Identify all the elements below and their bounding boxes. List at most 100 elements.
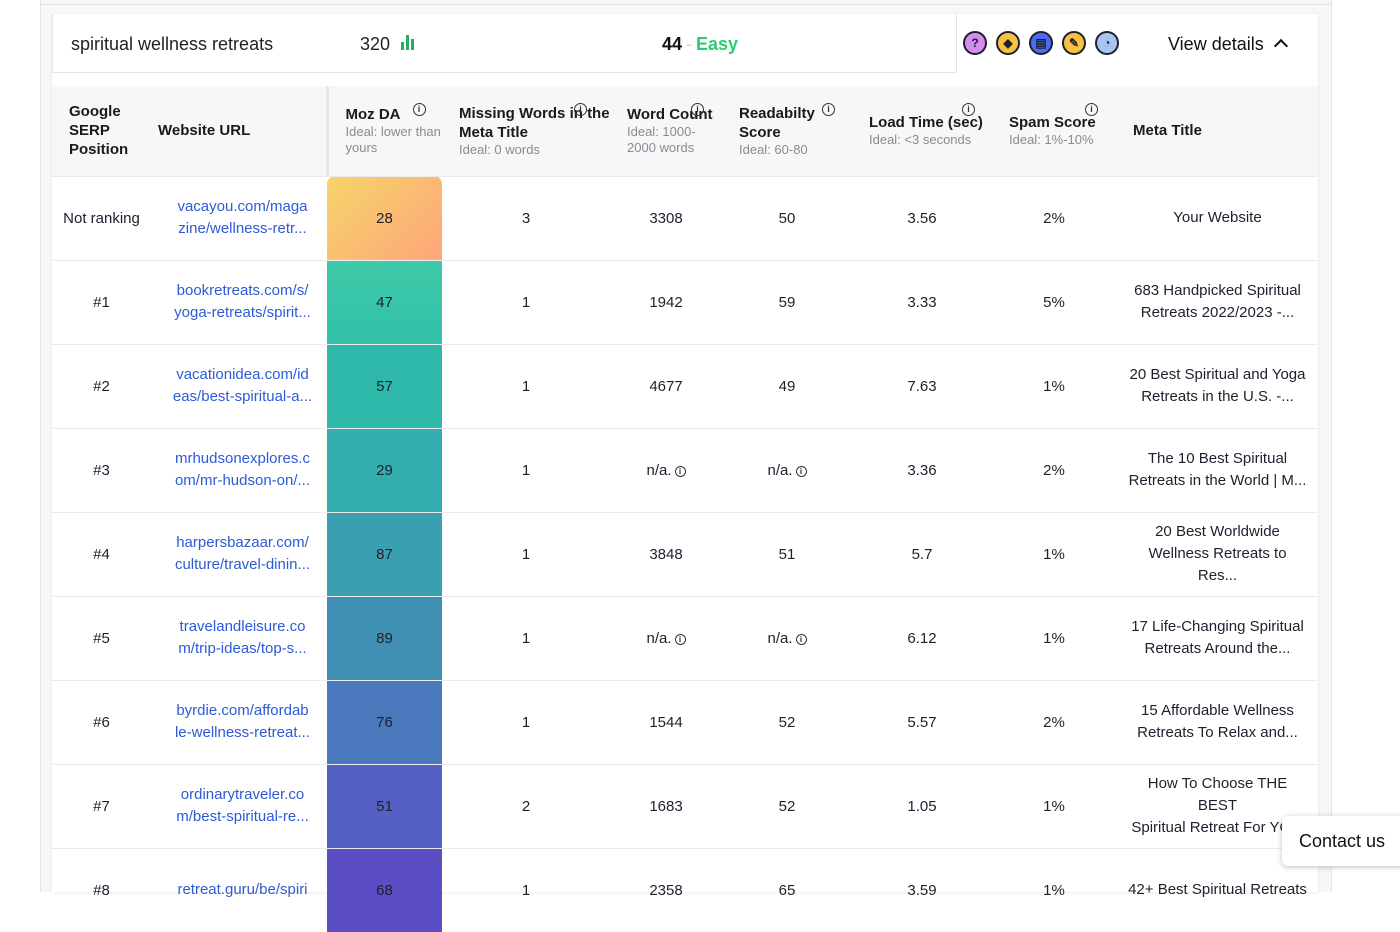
spam-score-value: 1%: [992, 763, 1116, 848]
difficulty-label: Easy: [696, 34, 739, 54]
spam-score-value: 1%: [992, 343, 1116, 428]
speed-gauge-icon[interactable]: ◔: [1095, 31, 1119, 55]
info-icon[interactable]: i: [674, 633, 686, 645]
website-url: byrdie.com/affordab le-wellness-retreat..…: [141, 679, 327, 764]
url-link[interactable]: mrhudsonexplores.c om/mr-hudson-on/...: [174, 450, 311, 489]
info-icon[interactable]: i: [574, 103, 587, 116]
missing-words-value: 1: [442, 511, 610, 596]
contact-us-button[interactable]: Contact us: [1282, 816, 1400, 866]
view-details-button[interactable]: View details: [1168, 34, 1288, 55]
readability-value: 59: [722, 259, 852, 344]
col-readability: Readabilty Score i Ideal: 60-80: [722, 86, 852, 176]
col-moz-da: Moz DA i Ideal: lower than yours: [327, 86, 442, 176]
search-volume: 320: [360, 34, 391, 54]
url-link[interactable]: vacayou.com/maga zine/wellness-retr...: [177, 198, 308, 237]
spam-score-value: 1%: [992, 511, 1116, 596]
info-icon[interactable]: i: [795, 633, 807, 645]
url-link[interactable]: harpersbazaar.com/culture/travel-dinin..…: [174, 534, 311, 573]
info-icon[interactable]: i: [1085, 103, 1098, 116]
word-count-value: 1942: [610, 259, 722, 344]
spam-score-value: 1%: [992, 847, 1116, 932]
serp-position: Not ranking: [52, 175, 141, 260]
word-count-value: n/a. i: [610, 595, 722, 680]
url-link[interactable]: bookretreats.com/s/yoga-retreats/spirit.…: [174, 282, 311, 321]
url-link[interactable]: retreat.guru/be/spiri: [177, 881, 308, 899]
website-url: vacayou.com/maga zine/wellness-retr...: [141, 175, 327, 260]
serp-position: #8: [52, 847, 141, 932]
load-time-value: 6.12: [852, 595, 992, 680]
meta-title-value: 20 Best Spiritual and Yoga Retreats in th…: [1116, 343, 1318, 428]
table-row: #1 bookretreats.com/s/yoga-retreats/spiri…: [52, 259, 1318, 344]
readability-value: 51: [722, 511, 852, 596]
missing-words-value: 1: [442, 847, 610, 932]
moz-da-value: 51: [327, 763, 442, 848]
moz-da-value: 89: [327, 595, 442, 680]
serp-position: #5: [52, 595, 141, 680]
table-row: #5 travelandleisure.co m/trip-ideas/top-s.…: [52, 595, 1318, 680]
readability-value: n/a. i: [722, 595, 852, 680]
question-icon[interactable]: ?: [963, 31, 987, 55]
info-icon[interactable]: i: [674, 465, 686, 477]
readability-value: 49: [722, 343, 852, 428]
col-meta-title: Meta Title: [1116, 86, 1318, 176]
word-count-value: 4677: [610, 343, 722, 428]
missing-words-value: 3: [442, 175, 610, 260]
serp-position: #1: [52, 259, 141, 344]
table-row: #6 byrdie.com/affordab le-wellness-retreat…: [52, 679, 1318, 764]
moz-da-value: 28: [327, 175, 442, 260]
keyword-summary-row: spiritual wellness retreats 320 44- Easy …: [52, 14, 1318, 74]
table-row: #7 ordinarytraveler.co m/best-spiritual-re…: [52, 763, 1318, 848]
missing-words-value: 2: [442, 763, 610, 848]
table-header: Google SERP Position Website URL Moz DA …: [52, 86, 1318, 176]
readability-value: 65: [722, 847, 852, 932]
moz-da-value: 47: [327, 259, 442, 344]
spam-score-value: 5%: [992, 259, 1116, 344]
document-alert-icon[interactable]: ▤: [1029, 31, 1053, 55]
load-time-value: 1.05: [852, 763, 992, 848]
col-url: Website URL: [141, 86, 329, 176]
readability-value: 52: [722, 679, 852, 764]
word-count-value: 2358: [610, 847, 722, 932]
load-time-value: 5.57: [852, 679, 992, 764]
meta-title-value: 15 Affordable Wellness Retreats To Relax …: [1116, 679, 1318, 764]
table-row: #8 retreat.guru/be/spiri 68 1 2358 65 3.59 1% 42…: [52, 847, 1318, 932]
url-link[interactable]: byrdie.com/affordab le-wellness-retreat..…: [174, 702, 311, 741]
keyword-text: spiritual wellness retreats: [71, 34, 274, 54]
readability-value: 52: [722, 763, 852, 848]
load-time-value: 7.63: [852, 343, 992, 428]
moz-da-value: 29: [327, 427, 442, 512]
serp-position: #4: [52, 511, 141, 596]
info-icon[interactable]: i: [795, 465, 807, 477]
info-icon[interactable]: i: [962, 103, 975, 116]
col-missing-words: Missing Words in the Meta Title i Ideal:…: [442, 86, 610, 176]
missing-words-value: 1: [442, 259, 610, 344]
diamond-sign-icon[interactable]: ◆: [996, 31, 1020, 55]
spam-score-value: 2%: [992, 679, 1116, 764]
load-time-value: 3.59: [852, 847, 992, 932]
missing-words-value: 1: [442, 427, 610, 512]
url-link[interactable]: vacationidea.com/id eas/best-spiritual-a.…: [172, 366, 313, 405]
info-icon[interactable]: i: [691, 103, 704, 116]
info-icon[interactable]: i: [412, 103, 426, 116]
spam-score-value: 1%: [992, 595, 1116, 680]
serp-position: #6: [52, 679, 141, 764]
col-spam-score: Spam Score i Ideal: 1%-10%: [992, 86, 1116, 176]
moz-da-value: 76: [327, 679, 442, 764]
word-count-value: 1544: [610, 679, 722, 764]
url-link[interactable]: ordinarytraveler.co m/best-spiritual-re..…: [176, 786, 309, 825]
website-url: ordinarytraveler.co m/best-spiritual-re..…: [141, 763, 327, 848]
keyword-box: spiritual wellness retreats 320 44- Easy: [52, 14, 957, 73]
info-icon[interactable]: i: [822, 103, 835, 116]
chevron-up-icon: [1273, 38, 1288, 54]
table-row: #2 vacationidea.com/id eas/best-spiritual-…: [52, 343, 1318, 428]
spam-score-value: 2%: [992, 175, 1116, 260]
url-link[interactable]: travelandleisure.co m/trip-ideas/top-s...: [178, 618, 307, 657]
word-count-value: 1683: [610, 763, 722, 848]
table-row: Not ranking vacayou.com/maga zine/wellness…: [52, 175, 1318, 260]
eraser-icon[interactable]: ✎: [1062, 31, 1086, 55]
serp-position: #7: [52, 763, 141, 848]
word-count-value: 3848: [610, 511, 722, 596]
meta-title-value: 683 Handpicked Spiritual Retreats 2022/20…: [1116, 259, 1318, 344]
serp-position: #3: [52, 427, 141, 512]
website-url: travelandleisure.co m/trip-ideas/top-s...: [141, 595, 327, 680]
